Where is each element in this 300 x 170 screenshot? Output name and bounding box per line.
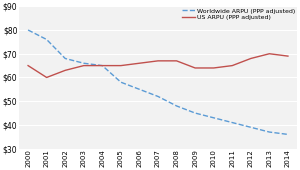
US ARPU (PPP adjusted) bbox=[193, 67, 197, 69]
US ARPU (PPP adjusted) bbox=[45, 76, 48, 79]
Worldwide ARPU (PPP adjusted) bbox=[100, 65, 104, 67]
US ARPU (PPP adjusted) bbox=[230, 65, 234, 67]
Worldwide ARPU (PPP adjusted) bbox=[212, 117, 215, 119]
US ARPU (PPP adjusted) bbox=[100, 65, 104, 67]
Worldwide ARPU (PPP adjusted) bbox=[138, 88, 141, 90]
US ARPU (PPP adjusted) bbox=[63, 69, 67, 71]
Worldwide ARPU (PPP adjusted) bbox=[193, 112, 197, 114]
Line: Worldwide ARPU (PPP adjusted): Worldwide ARPU (PPP adjusted) bbox=[28, 30, 288, 134]
Worldwide ARPU (PPP adjusted) bbox=[249, 126, 253, 128]
Worldwide ARPU (PPP adjusted) bbox=[268, 131, 271, 133]
US ARPU (PPP adjusted) bbox=[249, 57, 253, 59]
US ARPU (PPP adjusted) bbox=[268, 53, 271, 55]
US ARPU (PPP adjusted) bbox=[286, 55, 290, 57]
Worldwide ARPU (PPP adjusted) bbox=[63, 57, 67, 59]
US ARPU (PPP adjusted) bbox=[212, 67, 215, 69]
US ARPU (PPP adjusted) bbox=[156, 60, 160, 62]
US ARPU (PPP adjusted) bbox=[82, 65, 85, 67]
US ARPU (PPP adjusted) bbox=[119, 65, 123, 67]
Worldwide ARPU (PPP adjusted) bbox=[26, 29, 30, 31]
US ARPU (PPP adjusted) bbox=[26, 65, 30, 67]
Worldwide ARPU (PPP adjusted) bbox=[45, 38, 48, 40]
Line: US ARPU (PPP adjusted): US ARPU (PPP adjusted) bbox=[28, 54, 288, 78]
Legend: Worldwide ARPU (PPP adjusted), US ARPU (PPP adjusted): Worldwide ARPU (PPP adjusted), US ARPU (… bbox=[181, 7, 297, 21]
Worldwide ARPU (PPP adjusted) bbox=[286, 133, 290, 135]
US ARPU (PPP adjusted) bbox=[138, 62, 141, 64]
Worldwide ARPU (PPP adjusted) bbox=[82, 62, 85, 64]
Worldwide ARPU (PPP adjusted) bbox=[175, 105, 178, 107]
US ARPU (PPP adjusted) bbox=[175, 60, 178, 62]
Worldwide ARPU (PPP adjusted) bbox=[230, 122, 234, 124]
Worldwide ARPU (PPP adjusted) bbox=[119, 81, 123, 83]
Worldwide ARPU (PPP adjusted) bbox=[156, 95, 160, 97]
